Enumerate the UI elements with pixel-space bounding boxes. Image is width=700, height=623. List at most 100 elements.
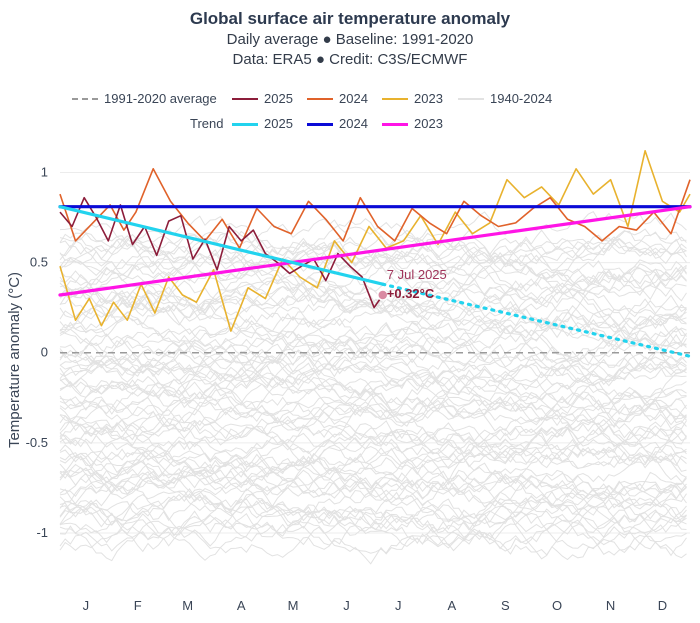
legend-baseline[interactable]: 1991-2020 average: [72, 89, 217, 109]
historical-series-line: [59, 383, 687, 427]
legend-swatch-2024: [307, 98, 333, 100]
legend-swatch-2023: [382, 98, 408, 100]
y-tick-label: 0: [41, 345, 48, 360]
trend-group: [58, 205, 692, 358]
series-line-2024: [59, 168, 691, 249]
historical-series-line: [59, 236, 687, 295]
historical-series-line: [59, 443, 687, 480]
historical-series-line: [59, 324, 687, 364]
x-tick-label: M: [182, 598, 193, 613]
legend-label-trend-2024: 2024: [339, 116, 368, 131]
historical-series-line: [59, 462, 687, 507]
chart-title: Global surface air temperature anomaly: [189, 9, 511, 28]
historical-series-line: [59, 343, 687, 382]
x-tick-label: S: [501, 598, 510, 613]
historical-series-line: [59, 228, 687, 268]
y-axis-label: Temperature anomaly (°C): [6, 272, 23, 448]
legend-2024[interactable]: 2024: [307, 89, 368, 109]
legend-label-trend-2025: 2025: [264, 116, 293, 131]
historical-series-line: [59, 304, 687, 352]
historical-series-line: [59, 302, 687, 343]
legend-label-2025: 2025: [264, 91, 293, 106]
historical-series-line: [59, 351, 687, 390]
x-tick-label: D: [658, 598, 667, 613]
historical-series-line: [59, 426, 687, 483]
historical-series-line: [59, 320, 687, 354]
historical-series-line: [59, 514, 687, 557]
legend-label-2024: 2024: [339, 91, 368, 106]
historical-series-line: [59, 333, 687, 370]
legend-label-historical: 1940-2024: [490, 91, 553, 106]
historical-series-group: [59, 211, 687, 565]
historical-series-line: [59, 391, 687, 429]
historical-series-line: [59, 483, 687, 522]
historical-series-line: [59, 358, 687, 402]
annotation-group: 7 Jul 2025 +0.32°C: [377, 267, 447, 301]
historical-series-line: [59, 231, 687, 277]
legend-swatch-baseline: [72, 98, 98, 100]
x-tick-label: J: [83, 598, 90, 613]
legend-swatch-2025: [232, 98, 258, 100]
x-tick-label: M: [288, 598, 299, 613]
historical-series-line: [59, 455, 687, 507]
legend-trend-2024[interactable]: 2024: [307, 114, 368, 134]
y-tick-label: -0.5: [26, 435, 48, 450]
legend-historical[interactable]: 1940-2024: [458, 89, 552, 109]
legend-label-baseline: 1991-2020 average: [104, 91, 217, 106]
historical-series-line: [59, 392, 687, 435]
legend-trend-title: Trend: [190, 116, 224, 131]
y-tick-label: 0.5: [30, 255, 48, 270]
legend-series: 1991-2020 average 2025 2024 2023 1940-20…: [0, 89, 700, 109]
historical-series-line: [59, 430, 687, 489]
x-tick-label: A: [447, 598, 456, 613]
series-line-2023: [59, 150, 691, 332]
legend-trend-2025[interactable]: 2025: [232, 114, 293, 134]
historical-series-line: [59, 386, 687, 424]
y-gridlines: [60, 171, 690, 534]
annotation-date: 7 Jul 2025: [387, 267, 447, 282]
historical-series-line: [59, 218, 687, 270]
trend-extension-2025: [381, 282, 692, 358]
historical-series-line: [59, 381, 687, 427]
y-tick-label: -1: [36, 525, 48, 540]
legend-swatch-historical: [458, 98, 484, 100]
legend-label-trend-2023: 2023: [414, 116, 443, 131]
historical-series-line: [59, 458, 687, 508]
trend-line-2023: [58, 205, 692, 297]
historical-series-line: [59, 498, 687, 562]
x-tick-label: O: [552, 598, 562, 613]
historical-series-line: [59, 294, 687, 339]
chart-header: Global surface air temperature anomaly D…: [0, 8, 700, 70]
legend-2025[interactable]: 2025: [232, 89, 293, 109]
series-group: [59, 150, 691, 332]
historical-series-line: [59, 336, 687, 382]
y-tick-label: 1: [41, 164, 48, 179]
historical-series-line: [59, 362, 687, 405]
legend-swatch-trend-2025: [232, 122, 258, 126]
historical-series-line: [59, 420, 687, 466]
historical-series-line: [59, 497, 687, 547]
legend-trends: Trend 2025 2024 2023: [0, 114, 700, 134]
historical-series-line: [59, 370, 687, 426]
historical-series-line: [59, 282, 687, 331]
legend-2023[interactable]: 2023: [382, 89, 443, 109]
historical-series-line: [59, 406, 687, 462]
legend-swatch-trend-2023: [382, 122, 408, 126]
trend-line-2025: [58, 205, 385, 286]
legend-trend-2023[interactable]: 2023: [382, 114, 443, 134]
x-tick-label: J: [395, 598, 402, 613]
historical-series-line: [59, 459, 687, 517]
legend-swatch-trend-2024: [307, 122, 333, 126]
historical-series-line: [59, 333, 687, 389]
historical-series-line: [59, 510, 687, 561]
annotation-marker: [377, 289, 389, 301]
x-tick-label: A: [237, 598, 246, 613]
historical-series-line: [59, 246, 687, 302]
historical-series-line: [59, 408, 687, 456]
annotation-value: +0.32°C: [387, 286, 435, 301]
chart-subtitle-credit: Data: ERA5 ● Credit: C3S/ECMWF: [232, 51, 468, 68]
historical-series-line: [59, 282, 687, 336]
x-tick-label: J: [343, 598, 350, 613]
